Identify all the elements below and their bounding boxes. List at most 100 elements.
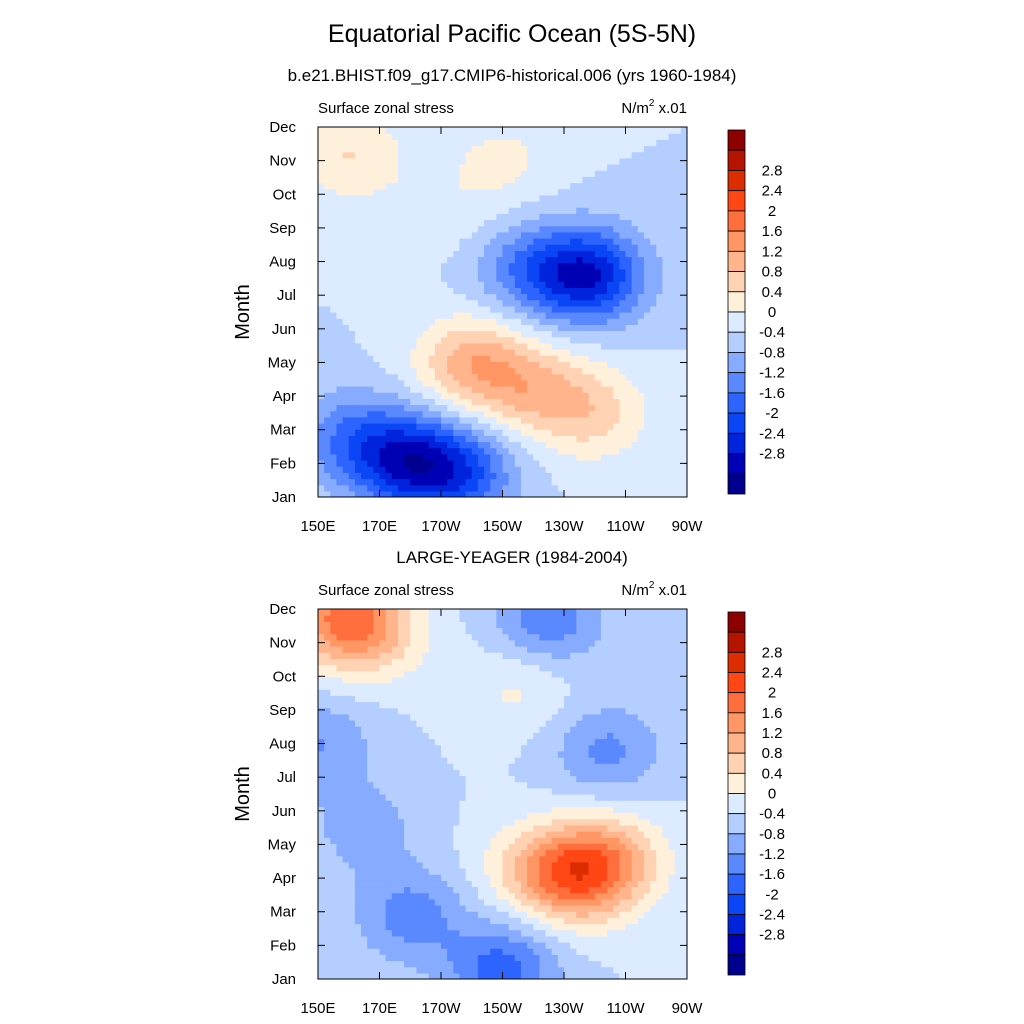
- contour-cell: [397, 911, 405, 918]
- contour-cell: [570, 373, 577, 381]
- contour-cell: [508, 361, 516, 369]
- contour-cell: [508, 262, 516, 270]
- contour-cell: [607, 966, 614, 974]
- contour-cell: [434, 349, 442, 356]
- contour-cell: [551, 373, 559, 381]
- contour-cell: [416, 880, 424, 888]
- contour-cell: [428, 133, 436, 140]
- contour-cell: [471, 861, 479, 869]
- xtick-label: 110W: [606, 518, 645, 535]
- contour-cell: [373, 972, 381, 979]
- contour-cell: [477, 139, 485, 147]
- contour-cell: [514, 472, 522, 480]
- contour-cell: [502, 484, 510, 492]
- contour-cell: [656, 410, 663, 418]
- contour-cell: [619, 305, 627, 313]
- contour-cell: [514, 305, 522, 313]
- contour-cell: [477, 398, 485, 406]
- contour-cell: [539, 330, 547, 338]
- contour-cell: [385, 176, 393, 184]
- contour-cell: [588, 966, 596, 974]
- contour-cell: [527, 911, 534, 918]
- contour-cell: [459, 855, 467, 863]
- contour-cell: [422, 911, 430, 918]
- contour-cell: [434, 935, 442, 943]
- contour-cell: [576, 410, 584, 418]
- contour-cell: [557, 225, 565, 233]
- contour-cell: [330, 966, 338, 974]
- contour-cell: [613, 849, 620, 857]
- contour-cell: [631, 948, 639, 955]
- contour-cell: [594, 490, 602, 497]
- contour-cell: [354, 349, 362, 356]
- contour-cell: [527, 886, 534, 894]
- contour-cell: [527, 423, 534, 430]
- contour-cell: [404, 453, 411, 461]
- contour-cell: [674, 231, 682, 239]
- contour-cell: [465, 219, 473, 227]
- contour-cell: [447, 484, 454, 492]
- contour-cell: [570, 349, 577, 356]
- contour-cell: [379, 929, 387, 937]
- contour-cell: [490, 361, 497, 369]
- contour-cell: [520, 954, 528, 962]
- contour-cell: [465, 133, 473, 140]
- contour-cell: [564, 145, 571, 153]
- contour-cell: [545, 379, 553, 387]
- contour-cell: [318, 139, 325, 147]
- contour-cell: [373, 435, 381, 443]
- contour-cell: [557, 490, 565, 497]
- contour-cell: [447, 429, 454, 436]
- contour-cell: [588, 133, 596, 140]
- contour-cell: [416, 453, 424, 461]
- contour-cell: [459, 170, 467, 177]
- contour-cell: [533, 942, 540, 949]
- contour-cell: [484, 324, 491, 332]
- contour-cell: [619, 886, 627, 894]
- contour-cell: [385, 416, 393, 424]
- contour-cell: [330, 849, 338, 857]
- contour-cell: [557, 194, 565, 202]
- contour-cell: [385, 127, 393, 134]
- contour-cell: [600, 472, 608, 480]
- contour-cell: [477, 972, 485, 979]
- contour-cell: [459, 324, 467, 332]
- contour-cell: [410, 404, 417, 412]
- contour-cell: [533, 416, 540, 424]
- contour-cell: [545, 336, 553, 344]
- contour-cell: [607, 466, 614, 473]
- contour-cell: [361, 398, 368, 406]
- contour-cell: [496, 880, 504, 888]
- contour-cell: [508, 416, 516, 424]
- contour-cell: [662, 324, 670, 332]
- contour-cell: [342, 342, 350, 350]
- contour-cell: [484, 139, 491, 147]
- contour-cell: [582, 905, 590, 912]
- contour-cell: [643, 379, 651, 387]
- contour-cell: [441, 373, 448, 381]
- ytick-label: Mar: [270, 422, 296, 439]
- contour-cell: [613, 176, 620, 184]
- contour-cell: [496, 416, 504, 424]
- contour-cell: [625, 960, 633, 968]
- contour-cell: [447, 164, 454, 171]
- contour-cell: [662, 849, 670, 857]
- contour-cell: [385, 911, 393, 918]
- contour-cell: [367, 929, 374, 937]
- contour-cell: [631, 868, 639, 875]
- contour-cell: [404, 880, 411, 888]
- contour-cell: [631, 127, 639, 134]
- contour-cell: [643, 855, 651, 863]
- contour-cell: [631, 164, 639, 171]
- contour-cell: [484, 250, 491, 258]
- contour-cell: [441, 923, 448, 931]
- contour-cell: [434, 972, 442, 979]
- contour-cell: [496, 960, 504, 968]
- contour-cell: [527, 490, 534, 497]
- contour-cell: [607, 416, 614, 424]
- contour-cell: [582, 441, 590, 449]
- contour-cell: [397, 935, 405, 943]
- contour-cell: [354, 466, 362, 473]
- contour-cell: [631, 262, 639, 270]
- contour-cell: [539, 942, 547, 949]
